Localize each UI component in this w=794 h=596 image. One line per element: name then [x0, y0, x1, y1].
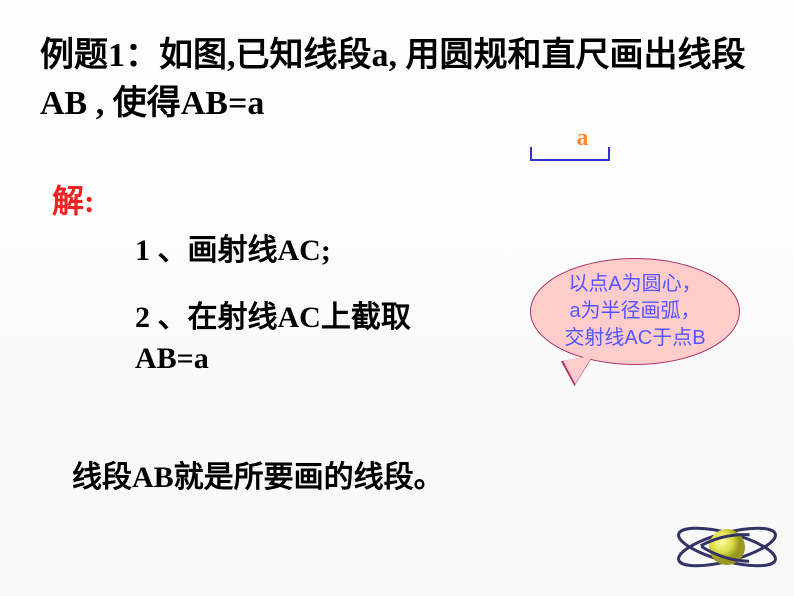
step-1-text: 1 、画射线AC; [135, 225, 331, 269]
step-2-text: 2 、在射线AC上截取AB=a [135, 298, 475, 379]
hint-callout: 以点A为圆心， a为半径画弧， 交射线AC于点B [530, 258, 740, 365]
solution-label: 解: [52, 176, 95, 222]
segment-a-figure: a [530, 125, 610, 161]
callout-line-3: 交射线AC于点B [543, 325, 727, 352]
callout-bubble: 以点A为圆心， a为半径画弧， 交射线AC于点B [530, 258, 740, 365]
callout-line-1: 以点A为圆心， [543, 271, 727, 298]
conclusion-text: 线段AB就是所要画的线段。 [72, 452, 444, 496]
callout-tail [563, 356, 597, 386]
orbit-decoration-icon [672, 509, 782, 584]
segment-a-line [530, 147, 610, 161]
callout-line-2: a为半径画弧， [543, 298, 727, 325]
example-title: 例题1：如图,已知线段a, 用圆规和直尺画出线段AB , 使得AB=a [40, 32, 754, 127]
